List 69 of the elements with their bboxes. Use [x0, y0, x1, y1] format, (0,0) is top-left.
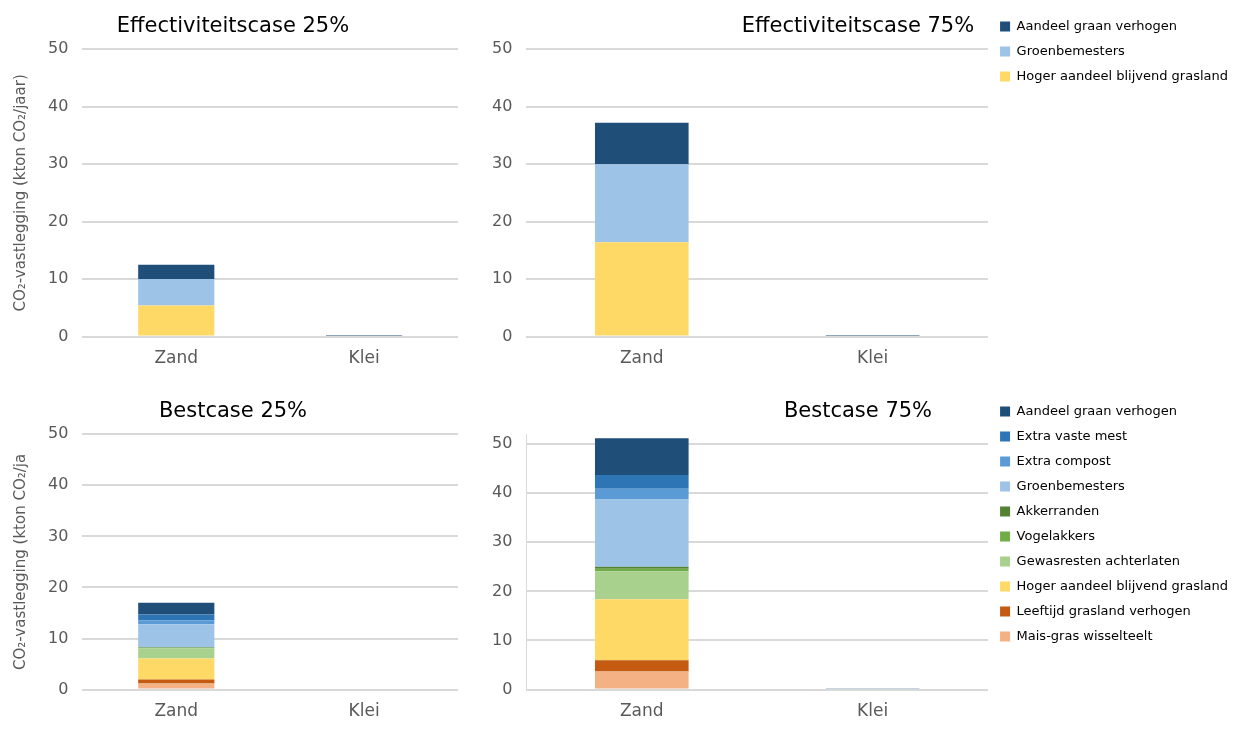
y-tick-label: 50: [492, 433, 513, 453]
bar: [594, 164, 689, 243]
chart-title: Bestcase 75%: [783, 398, 933, 423]
chart-title: Effectiviteitscase 25%: [116, 13, 350, 38]
bar: [138, 624, 215, 648]
legend-label: Aandeel graan verhogen: [1016, 17, 1178, 33]
bar: [594, 474, 689, 489]
y-axis-title: CO₂-vastlegging (kton CO₂/ja: [10, 453, 29, 670]
x-tick-label: Zand: [619, 347, 664, 368]
y-tick-label: 0: [58, 325, 69, 345]
chart-title: Bestcase 25%: [158, 398, 308, 423]
bar: [594, 599, 689, 661]
y-tick-label: 20: [48, 210, 69, 230]
bar: [594, 671, 689, 689]
y-tick-label: 10: [492, 268, 513, 288]
legend-label: Groenbemesters: [1016, 477, 1126, 493]
y-tick-label: 10: [48, 268, 69, 288]
y-tick-label: 20: [492, 210, 513, 230]
x-tick-label: Klei: [348, 347, 380, 368]
y-tick-label: 50: [48, 423, 69, 443]
y-tick-label: 30: [48, 525, 69, 545]
y-tick-label: 0: [502, 678, 513, 698]
bar: [594, 242, 689, 336]
y-tick-label: 30: [492, 153, 513, 173]
bar: [594, 571, 689, 600]
x-tick-label: Zand: [154, 347, 199, 368]
bar: [594, 488, 689, 500]
x-tick-label: Klei: [857, 347, 889, 368]
bar: [138, 648, 215, 659]
bar: [138, 620, 215, 625]
bar: [594, 438, 689, 475]
legend-label: Akkerranden: [1016, 502, 1100, 518]
bar: [594, 660, 689, 672]
legend-label: Extra vaste mest: [1016, 427, 1128, 443]
bar: [138, 602, 215, 615]
bar: [138, 679, 215, 684]
bar: [594, 499, 689, 567]
legend-label: Aandeel graan verhogen: [1016, 402, 1178, 418]
bar: [138, 658, 215, 680]
y-tick-label: 50: [48, 38, 69, 58]
x-tick-label: Klei: [857, 700, 889, 721]
y-tick-label: 10: [48, 627, 69, 647]
y-tick-label: 20: [48, 576, 69, 596]
y-axis-title: CO₂-vastlegging (kton CO₂/jaar): [10, 74, 29, 312]
legend-label: Leeftijd grasland verhogen: [1016, 602, 1191, 618]
bar: [594, 122, 689, 165]
legend-label: Hoger aandeel blijvend grasland: [1016, 67, 1229, 83]
y-tick-label: 50: [492, 38, 513, 58]
x-tick-label: Zand: [154, 700, 199, 721]
y-tick-label: 10: [492, 629, 513, 649]
y-tick-label: 40: [492, 95, 513, 115]
y-tick-label: 20: [492, 580, 513, 600]
legend-label: Hoger aandeel blijvend grasland: [1016, 577, 1229, 593]
y-tick-label: 40: [48, 474, 69, 494]
y-tick-label: 0: [58, 678, 69, 698]
y-tick-label: 0: [502, 325, 513, 345]
bar: [138, 683, 215, 689]
legend-label: Extra compost: [1016, 452, 1111, 468]
y-tick-label: 30: [492, 531, 513, 551]
y-tick-label: 40: [48, 95, 69, 115]
x-tick-label: Zand: [619, 700, 664, 721]
chart-title: Effectiviteitscase 75%: [741, 13, 975, 38]
legend-label: Gewasresten achterlaten: [1016, 552, 1181, 568]
legend-label: Mais-gras wisselteelt: [1016, 627, 1153, 643]
x-tick-label: Klei: [348, 700, 380, 721]
legend-label: Vogelakkers: [1016, 527, 1096, 543]
y-tick-label: 40: [492, 482, 513, 502]
y-tick-label: 30: [48, 153, 69, 173]
legend-label: Groenbemesters: [1016, 42, 1126, 58]
